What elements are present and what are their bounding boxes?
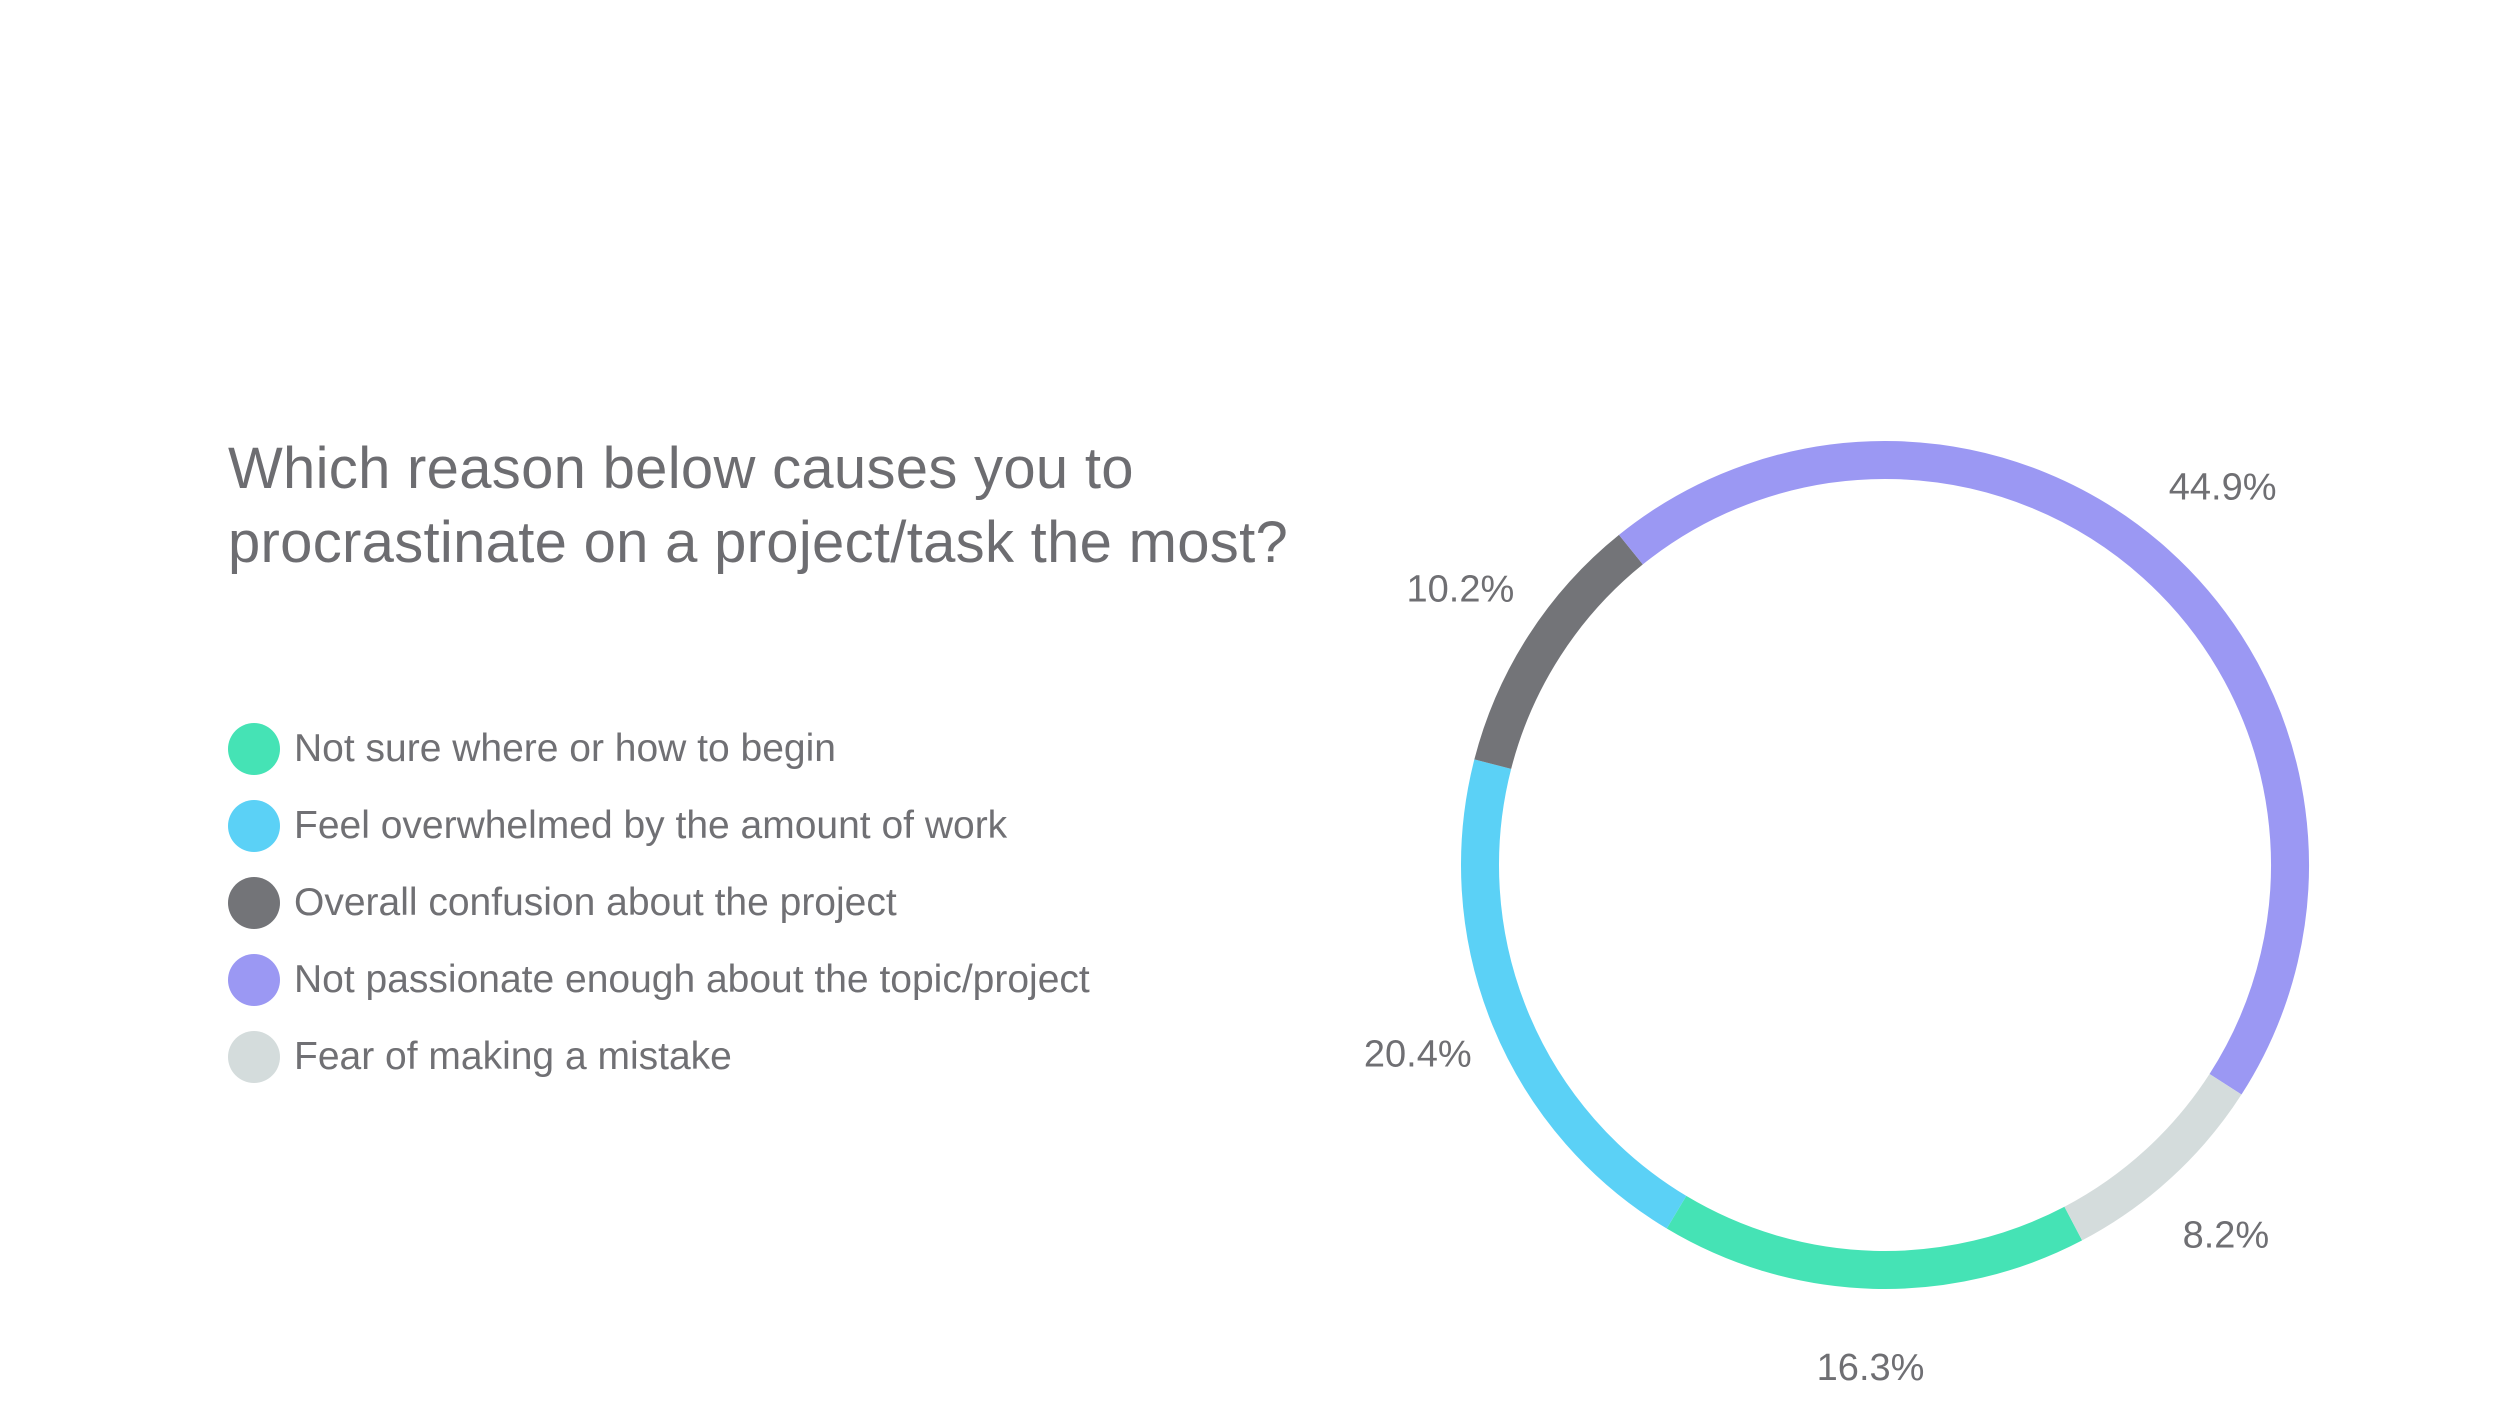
chart-legend: Not sure where or how to begin Feel over…: [228, 723, 1090, 1108]
legend-swatch-fear-of-mistake: [228, 1031, 280, 1083]
value-label-not-sure-where-or-how-to-begin: 16.3%: [1817, 1347, 1925, 1389]
value-label-not-passionate-enough-about-the-topic-project: 44.9%: [2169, 467, 2277, 509]
donut-segments: [1461, 441, 2309, 1289]
legend-label-not-passionate: Not passionate enough about the topic/pr…: [294, 958, 1090, 1001]
legend-label-fear-of-mistake: Fear of making a mistake: [294, 1035, 732, 1078]
donut-segment-not-sure-where-or-how-to-begin: [1666, 1195, 2083, 1289]
donut-segment-not-passionate-enough-about-the-topic-project: [1619, 441, 2309, 1095]
legend-item-not-passionate: Not passionate enough about the topic/pr…: [228, 954, 1090, 1006]
donut-segment-feel-overwhelmed-by-the-amount-of-work: [1461, 759, 1687, 1229]
legend-item-feel-overwhelmed: Feel overwhelmed by the amount of work: [228, 800, 1090, 852]
legend-swatch-not-passionate: [228, 954, 280, 1006]
legend-swatch-feel-overwhelmed: [228, 800, 280, 852]
legend-swatch-overall-confusion: [228, 877, 280, 929]
chart-title: Which reason below causes you to procras…: [228, 432, 1428, 580]
chart-title-line-2: procrastinate on a project/task the most…: [228, 510, 1289, 575]
donut-value-labels: 16.3%20.4%10.2%44.9%8.2%: [1364, 467, 2277, 1389]
value-label-feel-overwhelmed-by-the-amount-of-work: 20.4%: [1364, 1034, 1472, 1076]
legend-item-fear-of-mistake: Fear of making a mistake: [228, 1031, 1090, 1083]
legend-item-overall-confusion: Overall confusion about the project: [228, 877, 1090, 929]
legend-item-not-sure-where-to-begin: Not sure where or how to begin: [228, 723, 1090, 775]
chart-title-line-1: Which reason below causes you to: [228, 436, 1134, 501]
donut-segment-fear-of-making-a-mistake: [2064, 1073, 2242, 1241]
legend-label-not-sure-where-to-begin: Not sure where or how to begin: [294, 727, 836, 770]
legend-label-feel-overwhelmed: Feel overwhelmed by the amount of work: [294, 804, 1008, 847]
donut-segment-overall-confusion-about-the-project: [1474, 534, 1643, 769]
legend-swatch-not-sure-where-to-begin: [228, 723, 280, 775]
value-label-fear-of-making-a-mistake: 8.2%: [2183, 1215, 2270, 1257]
legend-label-overall-confusion: Overall confusion about the project: [294, 881, 897, 924]
